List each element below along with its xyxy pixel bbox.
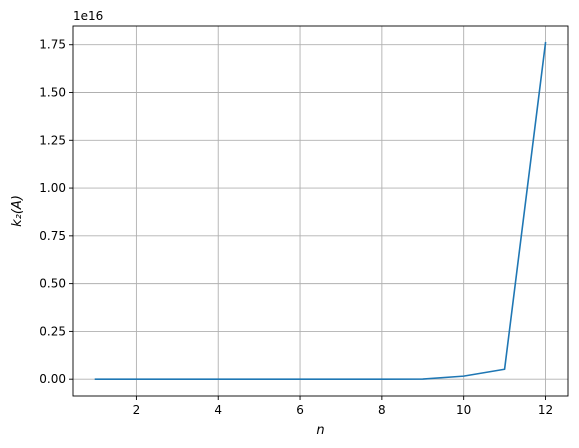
x-tick-label: 12 [538,403,553,417]
x-tick-label: 8 [378,403,386,417]
y-axis-label: k₂(A) [10,195,25,227]
y-tick-label: 0.50 [39,277,66,291]
x-axis: 2 4 6 8 10 12 [133,396,553,417]
y-tick-label: 0.25 [39,324,66,338]
y-tick-label: 1.00 [39,181,66,195]
y-tick-label: 1.75 [39,38,66,52]
y-tick-label: 0.00 [39,372,66,386]
y-tick-label: 1.50 [39,86,66,100]
x-tick-label: 10 [456,403,471,417]
plot-frame [72,25,569,397]
x-tick-label: 2 [133,403,141,417]
y-tick-label: 1.25 [39,133,66,147]
grid [73,26,568,396]
y-tick-label: 0.75 [39,229,66,243]
x-tick-label: 4 [214,403,222,417]
x-axis-label: n [316,423,324,438]
series-layer [94,41,547,380]
x-tick-label: 6 [296,403,304,417]
series-line [94,41,547,380]
y-axis: 0.00 0.25 0.50 0.75 1.00 1.25 1.50 1.75 [39,38,73,386]
y-offset-label: 1e16 [73,9,103,23]
